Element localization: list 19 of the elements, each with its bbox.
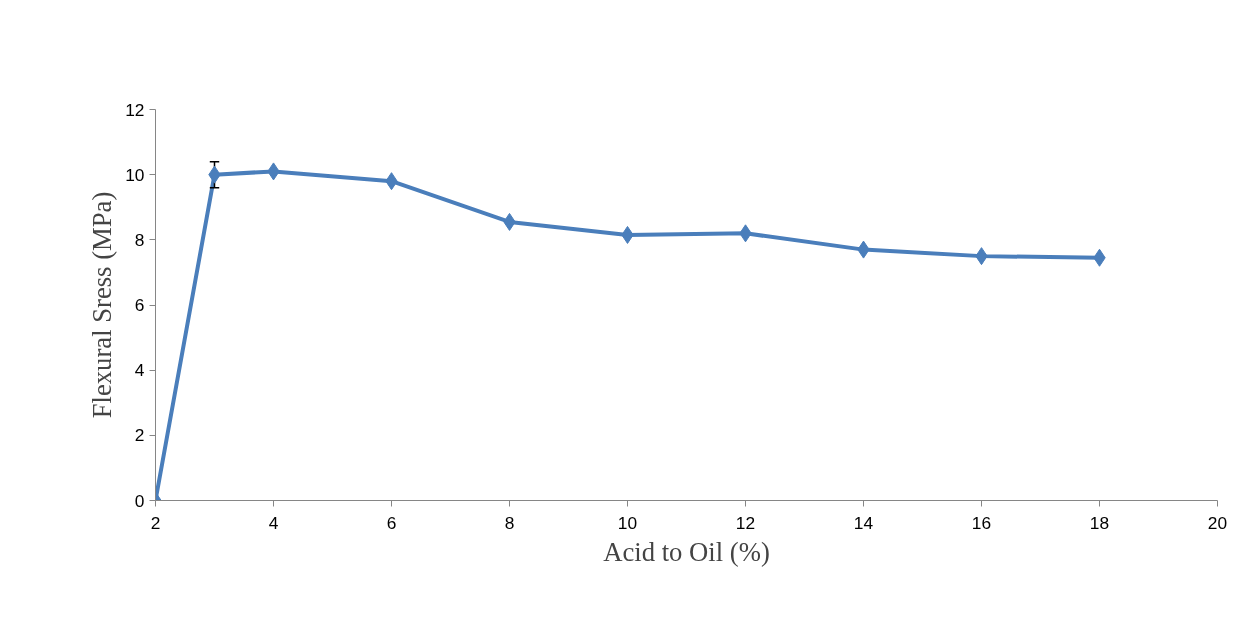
y-tick-label: 8	[134, 229, 145, 250]
y-tick-label: 10	[125, 164, 145, 185]
y-axis-title: Flexural Sress (MPa)	[87, 191, 118, 419]
x-tick-label: 12	[735, 512, 756, 533]
x-tick-label: 16	[971, 512, 992, 533]
y-tick-label: 6	[134, 295, 145, 315]
x-tick-label: 8	[504, 512, 515, 533]
x-tick-label: 14	[853, 512, 874, 533]
x-tick-label: 10	[617, 512, 638, 533]
x-tick-label: 20	[1207, 512, 1228, 533]
x-tick-label: 2	[150, 512, 161, 533]
x-tick-label: 4	[268, 512, 279, 533]
y-tick-label: 4	[134, 360, 145, 381]
y-tick-label: 12	[125, 99, 145, 120]
x-tick-label: 18	[1089, 512, 1110, 533]
y-tick-label: 2	[134, 425, 145, 446]
y-tick-label: 0	[134, 490, 145, 511]
x-axis-title: Acid to Oil (%)	[603, 536, 770, 567]
x-tick-label: 6	[386, 512, 397, 533]
